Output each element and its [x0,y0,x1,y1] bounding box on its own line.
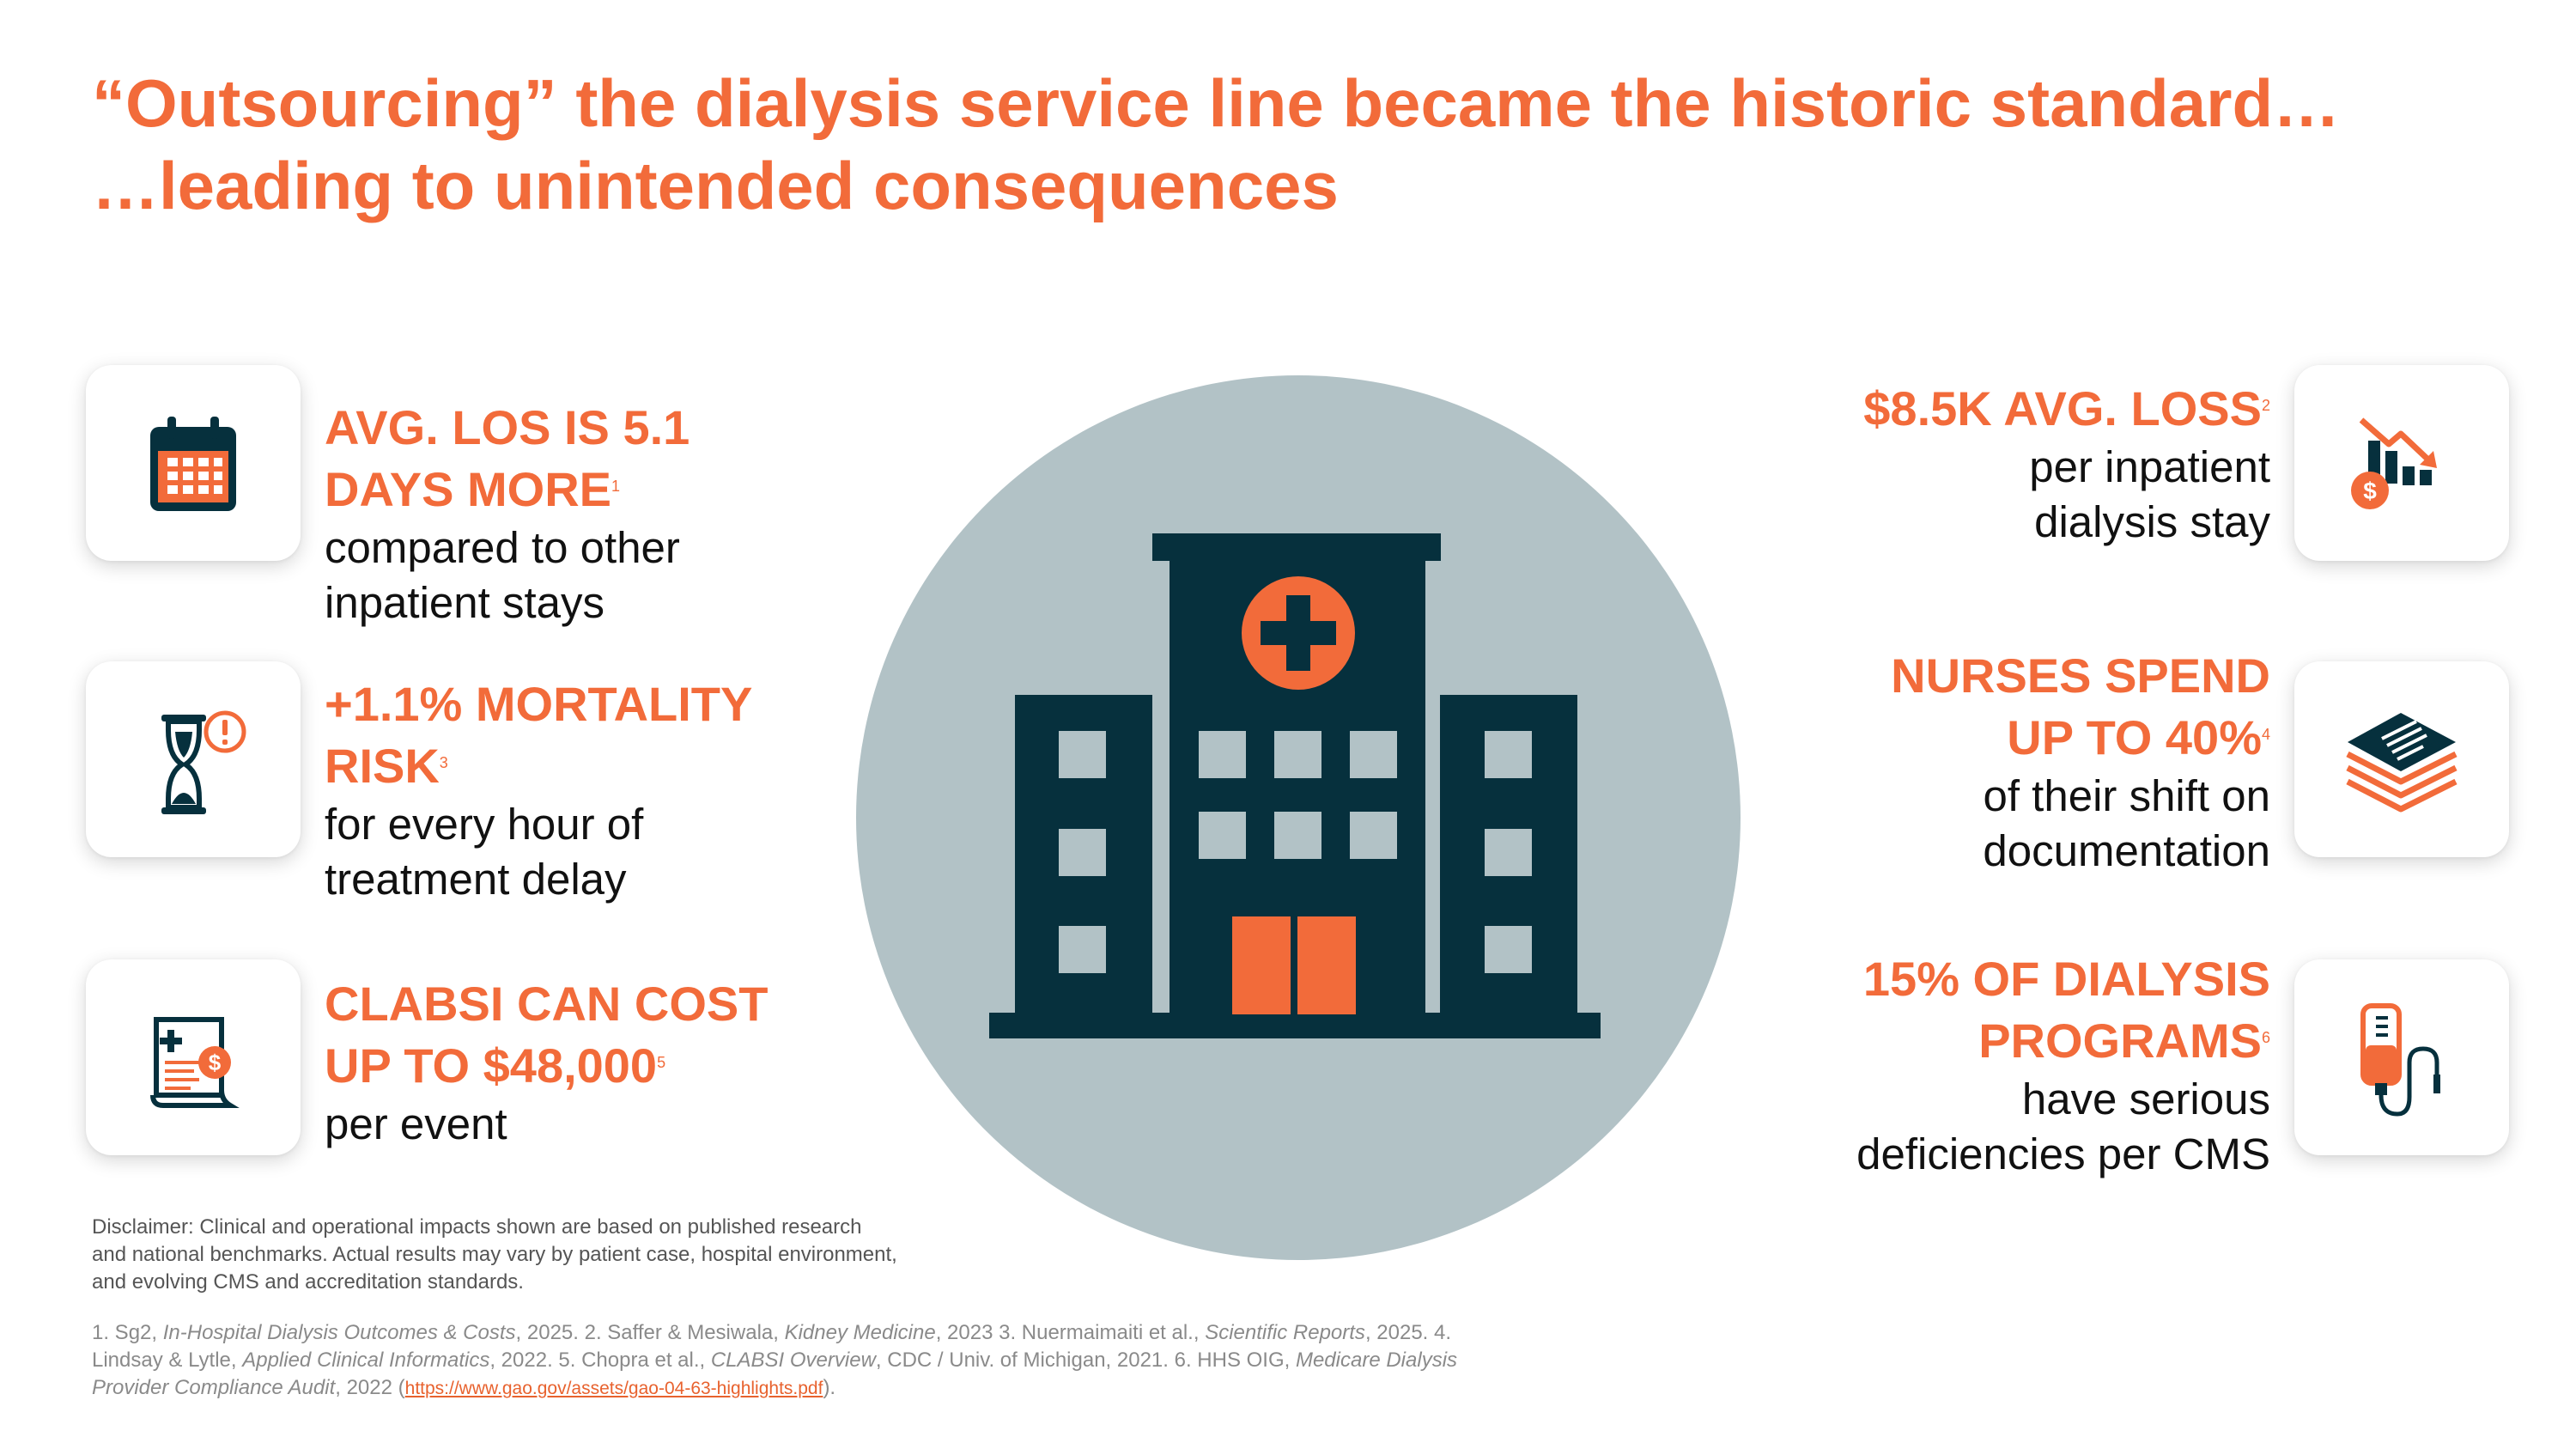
ref-title: In-Hospital Dialysis Outcomes & Costs [162,1321,516,1344]
ref-title: Applied Clinical Informatics [242,1349,490,1372]
stat-programs-description: have serious deficiencies per CMS [1856,1072,2270,1182]
ref-title: Scientific Reports [1205,1321,1365,1344]
ref-text: , 2023 3. Nuermaimaiti et al., [935,1321,1206,1344]
stat-nurses-description: of their shift on documentation [1891,769,2270,879]
calendar-card [86,365,301,561]
ref-text: , CDC / Univ. of Michigan, 2021. 6. HHS … [875,1349,1296,1372]
stat-nurses-headline-2: UP TO 40%4 [1891,707,2270,769]
ref-text: , 2022 ( [335,1376,405,1399]
stat-avg-loss-headline-1: $8.5K AVG. LOSS2 [1863,378,2270,440]
title-line-1: “Outsourcing” the dialysis service line … [92,65,2341,141]
stat-los-description-1: compared to other [325,523,680,572]
ref-text: ). [823,1376,836,1399]
ref-title: Medicare Dialysis Provider Compliance Au… [92,1349,1458,1399]
stat-nurses: NURSES SPEND UP TO 40%4 of their shift o… [1891,645,2270,879]
stat-clabsi-headline-2-text: UP TO $48,000 [325,1038,658,1093]
hospital-building-icon [856,375,1741,1260]
stat-clabsi: CLABSI CAN COST UP TO $48,0005 per event [325,973,768,1152]
ref-text: , 2025. 4. Lindsay & Lytle, [92,1321,1452,1372]
svg-text:$: $ [209,1050,222,1075]
ref-text: , 2025. 2. Saffer & Mesiwala, [515,1321,785,1344]
stat-mortality-headline: +1.1% MORTALITY RISK3 [325,673,752,797]
stat-nurses-headline-2-text: UP TO 40% [2007,710,2262,764]
stat-programs-description-1: have serious [2021,1075,2270,1123]
stat-clabsi-headline-2: UP TO $48,0005 [325,1035,768,1097]
references: 1. Sg2, In-Hospital Dialysis Outcomes & … [92,1319,1483,1403]
stat-los-headline-2: DAYS MORE1 [325,459,690,521]
disclaimer: Disclaimer: Clinical and operational imp… [92,1215,897,1294]
financial-loss-icon: $ [2351,417,2437,509]
stat-mortality-description-1: for every hour of [325,800,644,849]
stat-programs: 15% OF DIALYSIS PROGRAMS6 have serious d… [1856,948,2270,1182]
stat-nurses-headline-1: NURSES SPEND [1891,648,2270,703]
calendar-icon [150,417,236,511]
footnote-marker: 6 [2261,1029,2270,1046]
page-title: “Outsourcing” the dialysis service line … [92,62,2340,227]
stat-clabsi-description-1: per event [325,1099,507,1148]
document-stack-icon [2346,713,2458,813]
stat-mortality-description: for every hour of treatment delay [325,797,752,907]
stat-avg-loss-headline: $8.5K AVG. LOSS2 [1863,378,2270,440]
stat-avg-loss: $8.5K AVG. LOSS2 per inpatient dialysis … [1863,378,2270,550]
ref-title: CLABSI Overview [710,1349,876,1372]
svg-text:$: $ [2363,478,2377,504]
stat-los-description-2: inpatient stays [325,578,605,627]
document-stack-card [2294,661,2509,857]
stat-programs-description-2: deficiencies per CMS [1856,1129,2270,1178]
stat-los-headline: AVG. LOS IS 5.1 DAYS MORE1 [325,397,690,521]
footnote-marker: 4 [2261,726,2270,743]
stat-avg-loss-description: per inpatient dialysis stay [1863,440,2270,550]
footnote-marker: 3 [439,754,448,771]
footnote-marker: 1 [611,478,621,495]
stat-clabsi-description: per event [325,1097,768,1152]
stat-avg-loss-description-2: dialysis stay [2034,497,2270,546]
ref-title: Kidney Medicine [784,1321,936,1344]
stat-los: AVG. LOS IS 5.1 DAYS MORE1 compared to o… [325,397,690,630]
ref-text: 1. Sg2, [92,1321,163,1344]
stat-nurses-headline: NURSES SPEND UP TO 40%4 [1891,645,2270,769]
title-line-2: …leading to unintended consequences [92,148,1339,223]
iv-bag-icon [2360,1003,2440,1117]
stat-programs-headline-1: 15% OF DIALYSIS [1862,952,2270,1006]
hospital-illustration [856,375,1741,1260]
footnote-marker: 2 [2261,397,2270,414]
stat-mortality-headline-2: RISK3 [325,735,752,797]
stat-programs-headline: 15% OF DIALYSIS PROGRAMS6 [1856,948,2270,1072]
financial-loss-card: $ [2294,365,2509,561]
stat-nurses-description-2: documentation [1983,826,2270,875]
gao-report-link[interactable]: https://www.gao.gov/assets/gao-04-63-hig… [404,1379,823,1398]
stat-nurses-description-1: of their shift on [1983,771,2270,820]
stat-programs-headline-2-text: PROGRAMS [1978,1014,2262,1068]
stat-clabsi-headline-1: CLABSI CAN COST [325,977,769,1031]
stat-programs-headline-2: PROGRAMS6 [1856,1010,2270,1072]
stat-mortality-headline-1: +1.1% MORTALITY [325,677,753,731]
stat-clabsi-headline: CLABSI CAN COST UP TO $48,0005 [325,973,768,1097]
stat-mortality-headline-2-text: RISK [325,739,440,793]
medical-bill-card: $ [86,959,301,1155]
stat-mortality-description-2: treatment delay [325,855,627,904]
ref-text: , 2022. 5. Chopra et al., [489,1349,711,1372]
stat-avg-loss-headline-1-text: $8.5K AVG. LOSS [1863,381,2262,435]
stat-mortality: +1.1% MORTALITY RISK3 for every hour of … [325,673,752,907]
hourglass-alert-icon [161,710,246,814]
hourglass-card [86,661,301,857]
medical-bill-icon: $ [150,1017,240,1108]
footnote-marker: 5 [657,1054,666,1071]
iv-bag-card [2294,959,2509,1155]
stat-los-headline-2-text: DAYS MORE [325,462,612,516]
stat-los-description: compared to other inpatient stays [325,521,690,630]
stat-los-headline-1: AVG. LOS IS 5.1 [325,400,690,454]
stat-avg-loss-description-1: per inpatient [2029,442,2270,491]
